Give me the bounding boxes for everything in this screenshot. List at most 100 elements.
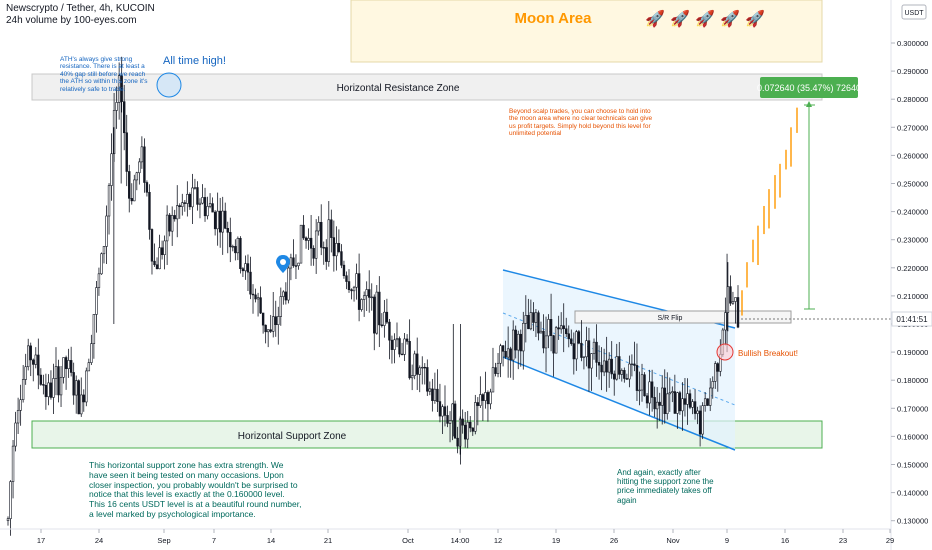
candle-body bbox=[491, 367, 495, 393]
countdown-label: 01:41:51 bbox=[896, 315, 928, 324]
time-tick-label: 24 bbox=[95, 536, 103, 545]
candle-body bbox=[196, 187, 199, 205]
time-tick-label: 12 bbox=[494, 536, 502, 545]
sr-flip-label: S/R Flip bbox=[658, 315, 683, 322]
candle-body bbox=[645, 395, 649, 404]
candle-body bbox=[362, 295, 366, 300]
support-note: This horizontal support zone has extra s… bbox=[89, 460, 302, 519]
candle-body bbox=[312, 248, 315, 259]
candle-body bbox=[299, 224, 303, 264]
time-axis[interactable]: 17 24 Sep 7 14 21 Oct 14:00 12 19 26 Nov 9 16 23 29 bbox=[37, 529, 894, 545]
candle-body bbox=[696, 410, 699, 414]
price-tick-label: 0.170000 bbox=[897, 404, 928, 413]
candle-body bbox=[453, 403, 457, 439]
candle-body bbox=[577, 331, 581, 344]
candle-body bbox=[605, 360, 608, 373]
candle-body bbox=[274, 316, 277, 326]
candle-body bbox=[368, 289, 371, 298]
candle-body bbox=[734, 297, 737, 302]
candle-body bbox=[342, 264, 346, 277]
candle-body bbox=[244, 263, 247, 272]
candle-body bbox=[592, 341, 596, 354]
candle-body bbox=[188, 193, 192, 208]
candle-body bbox=[703, 398, 707, 406]
candle-body bbox=[423, 366, 426, 369]
candle-body bbox=[322, 247, 325, 249]
candle-body bbox=[266, 329, 270, 333]
price-tick-label: 0.150000 bbox=[897, 461, 928, 470]
candle-body bbox=[524, 315, 528, 324]
candle-body bbox=[221, 210, 224, 233]
candle-body bbox=[254, 294, 257, 300]
candle-body bbox=[623, 370, 626, 379]
candle-body bbox=[302, 224, 305, 239]
candle-body bbox=[269, 329, 272, 332]
candle-body bbox=[683, 398, 687, 405]
candle-body bbox=[565, 328, 568, 335]
candle-body bbox=[27, 345, 30, 368]
channel-lower-line[interactable] bbox=[502, 356, 736, 451]
candle-body bbox=[678, 392, 682, 412]
candle-body bbox=[191, 187, 194, 208]
candle-body bbox=[340, 251, 343, 266]
moon-area-box[interactable] bbox=[350, 0, 823, 63]
candle-body bbox=[585, 340, 588, 358]
candle-body bbox=[519, 333, 522, 352]
candle-body bbox=[463, 424, 467, 440]
candle-body bbox=[373, 296, 376, 334]
candle-body bbox=[416, 353, 419, 375]
candle-body bbox=[428, 388, 432, 392]
support-zone[interactable] bbox=[31, 420, 823, 449]
candle-body bbox=[170, 215, 174, 232]
candle-body bbox=[317, 221, 320, 232]
candle-body bbox=[330, 219, 333, 238]
candle-body bbox=[133, 179, 136, 202]
candle-body bbox=[335, 243, 338, 257]
candle-body bbox=[201, 197, 204, 204]
candle-body bbox=[320, 221, 323, 248]
breakout-circle[interactable] bbox=[716, 343, 734, 361]
candle-body bbox=[85, 370, 88, 403]
candle-body bbox=[163, 240, 166, 255]
candle-body bbox=[77, 380, 80, 415]
candle-body bbox=[729, 286, 732, 304]
candle-body bbox=[57, 366, 60, 396]
candle-body bbox=[628, 363, 631, 380]
map-pin-icon[interactable] bbox=[276, 255, 290, 273]
time-tick-label: 19 bbox=[552, 536, 560, 545]
candle-body bbox=[229, 232, 232, 248]
candle-body bbox=[443, 406, 447, 416]
currency-button[interactable] bbox=[901, 4, 927, 20]
candle-body bbox=[602, 360, 606, 373]
candle-body bbox=[216, 210, 219, 230]
ath-note: ATH's always give strong resistance. The… bbox=[60, 56, 148, 93]
candle-body bbox=[522, 322, 525, 352]
candle-body bbox=[249, 271, 252, 295]
candle-body bbox=[661, 387, 664, 406]
candle-body bbox=[314, 230, 318, 259]
price-tick-label: 0.210000 bbox=[897, 292, 928, 301]
measure-label-box[interactable] bbox=[760, 77, 858, 98]
candle-body bbox=[539, 330, 543, 334]
candle-body bbox=[486, 392, 490, 405]
candle-body bbox=[496, 362, 500, 374]
candle-body bbox=[691, 401, 694, 408]
sr-flip-box[interactable] bbox=[574, 310, 792, 324]
candle-body bbox=[643, 374, 646, 397]
candle-body bbox=[547, 319, 550, 337]
candle-body bbox=[529, 312, 533, 330]
rocket-icons: 🚀 🚀 🚀 🚀 🚀 bbox=[645, 9, 765, 28]
candle-body bbox=[122, 101, 126, 134]
candle-body bbox=[135, 172, 139, 181]
candle-body bbox=[479, 394, 482, 406]
again-note: And again, exactly after hitting the sup… bbox=[617, 468, 714, 505]
candle-body bbox=[9, 481, 12, 519]
candle-body bbox=[441, 406, 444, 417]
bullish-breakout-label: Bullish Breakout! bbox=[738, 349, 798, 358]
candle-body bbox=[193, 187, 197, 189]
ath-circle[interactable] bbox=[156, 72, 182, 98]
candle-body bbox=[709, 387, 712, 406]
candle-body bbox=[21, 379, 25, 400]
candle-body bbox=[309, 237, 313, 249]
